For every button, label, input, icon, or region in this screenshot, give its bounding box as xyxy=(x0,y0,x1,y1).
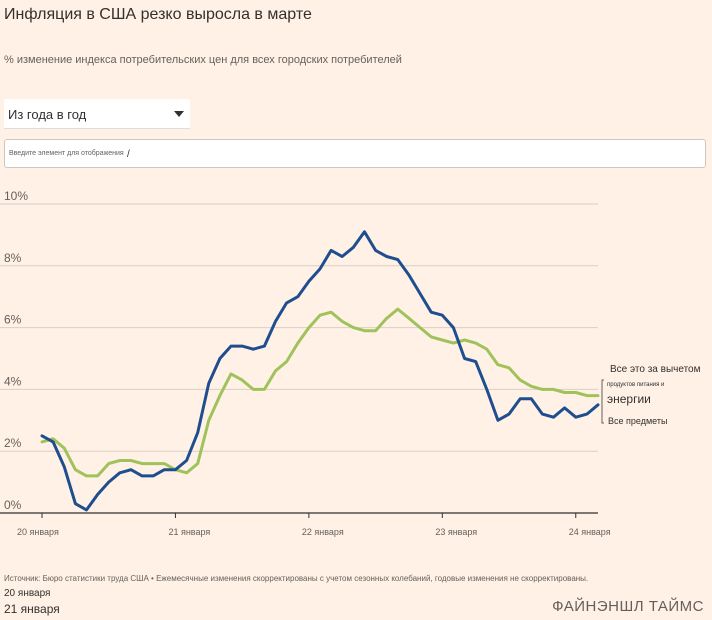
series-label-core-line1: Все это за вычетом xyxy=(610,364,701,375)
x-tick-label: 24 января xyxy=(569,527,611,537)
measure-dropdown[interactable]: Из года в год xyxy=(4,99,190,129)
item-search-input[interactable]: Введите элемент для отображения / xyxy=(4,139,706,168)
series-label-core-line2: продуктов питания и xyxy=(607,382,664,388)
chart-title: Инфляция в США резко выросла в марте xyxy=(4,6,312,23)
x-tick-label: 21 января xyxy=(168,527,210,537)
date-line-1: 20 января xyxy=(4,588,51,599)
chart-subtitle: % изменение индекса потребительских цен … xyxy=(4,54,402,66)
y-tick-label: 4% xyxy=(4,374,22,388)
text-cursor: / xyxy=(127,149,130,160)
x-tick-label: 22 января xyxy=(302,527,344,537)
source-note: Источник: Бюро статистики труда США • Еж… xyxy=(4,574,589,583)
series-label-all-items: Все предметы xyxy=(608,416,667,426)
search-placeholder: Введите элемент для отображения xyxy=(9,150,124,157)
y-tick-label: 0% xyxy=(4,498,22,512)
label-bracket xyxy=(601,379,604,424)
y-tick-label: 10% xyxy=(4,190,28,203)
y-tick-label: 6% xyxy=(4,313,22,327)
x-tick-label: 23 января xyxy=(435,527,477,537)
series-line-core xyxy=(40,307,600,478)
series-label-core-line3: энергии xyxy=(607,392,651,406)
series-line-all-items xyxy=(40,230,600,512)
chevron-down-icon xyxy=(174,111,184,117)
ft-logo: ФАЙНЭНШЛ ТАЙМС xyxy=(552,598,704,615)
y-tick-label: 8% xyxy=(4,251,22,265)
measure-dropdown-value: Из года в год xyxy=(8,107,87,122)
x-tick-label: 20 января xyxy=(17,527,59,537)
line-chart: 0% 2% 4% 6% 8% 10% 20 января 21 января 22 январ… xyxy=(0,190,701,537)
date-line-2: 21 января xyxy=(4,602,60,616)
y-tick-label: 2% xyxy=(4,436,22,450)
